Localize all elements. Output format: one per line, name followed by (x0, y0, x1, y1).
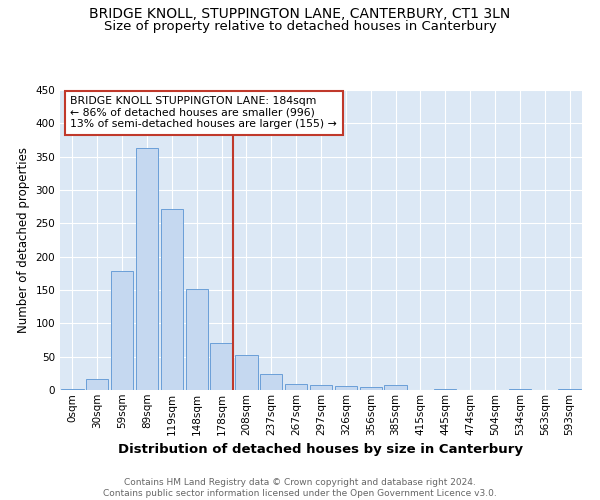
Y-axis label: Number of detached properties: Number of detached properties (17, 147, 30, 333)
Bar (211, 344, 233, 390)
Text: Contains HM Land Registry data © Crown copyright and database right 2024.
Contai: Contains HM Land Registry data © Crown c… (103, 478, 497, 498)
Bar (335, 386, 357, 390)
Text: BRIDGE KNOLL, STUPPINGTON LANE, CANTERBURY, CT1 3LN: BRIDGE KNOLL, STUPPINGTON LANE, CANTERBU… (89, 8, 511, 22)
Bar (86, 378, 109, 390)
Bar (260, 374, 283, 390)
Text: BRIDGE KNOLL STUPPINGTON LANE: 184sqm
← 86% of detached houses are smaller (996): BRIDGE KNOLL STUPPINGTON LANE: 184sqm ← … (70, 96, 337, 129)
Bar (385, 386, 407, 390)
Bar (359, 386, 382, 390)
Bar (285, 384, 307, 390)
Bar (161, 210, 183, 390)
Bar (310, 386, 332, 390)
Bar (559, 388, 581, 390)
Bar (509, 388, 531, 390)
Bar (434, 388, 457, 390)
Bar (136, 148, 158, 390)
Bar (111, 272, 133, 390)
Bar (61, 388, 83, 390)
Bar (235, 354, 257, 390)
Bar (185, 288, 208, 390)
Text: Distribution of detached houses by size in Canterbury: Distribution of detached houses by size … (119, 442, 523, 456)
Text: Size of property relative to detached houses in Canterbury: Size of property relative to detached ho… (104, 20, 496, 33)
